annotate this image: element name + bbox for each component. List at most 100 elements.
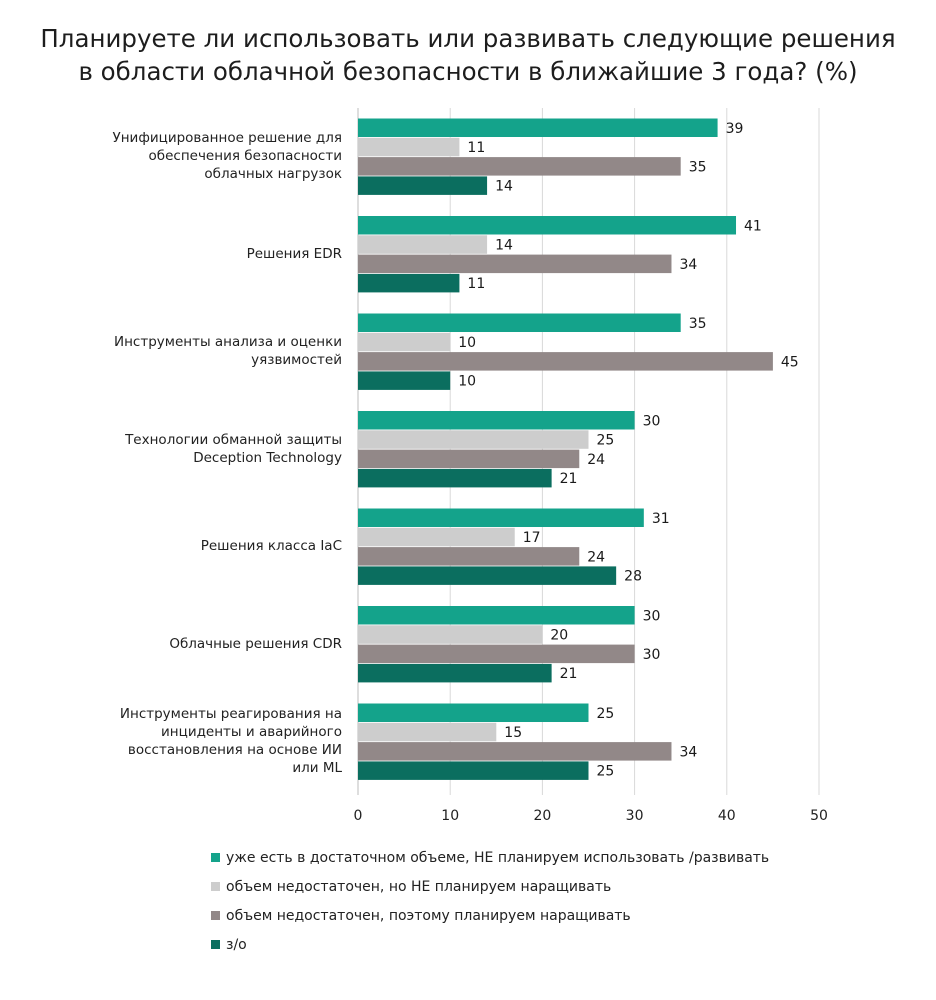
- data-label: 31: [652, 511, 670, 527]
- data-label: 25: [597, 706, 615, 722]
- data-label: 30: [643, 608, 661, 624]
- bar: [358, 644, 635, 664]
- bar: [358, 449, 580, 469]
- bar: [358, 137, 460, 157]
- category-label: Инструменты анализа и оценки уязвимостей: [92, 333, 342, 369]
- bar: [358, 742, 672, 761]
- data-label: 24: [587, 549, 605, 565]
- data-label: 39: [726, 121, 744, 137]
- data-label: 30: [643, 413, 661, 429]
- data-label: 14: [495, 179, 513, 195]
- data-label: 24: [587, 452, 605, 468]
- category-label: Инструменты реагирования на инциденты и а…: [92, 705, 342, 777]
- category-label-line: восстановления на основе ИИ: [127, 742, 342, 759]
- bar: [358, 761, 589, 780]
- x-tick-label: 40: [718, 808, 736, 824]
- legend-label: уже есть в достаточном объеме, НЕ планир…: [226, 849, 770, 866]
- category-label-line: Решения класса IaC: [200, 538, 342, 555]
- category-label: Решения EDR: [92, 245, 342, 263]
- bar: [358, 216, 737, 235]
- data-label: 20: [550, 628, 568, 644]
- bar: [358, 411, 635, 430]
- x-tick-label: 30: [626, 808, 644, 824]
- x-tick-label: 50: [810, 808, 828, 824]
- legend: уже есть в достаточном объеме, НЕ планир…: [211, 848, 769, 964]
- bar: [358, 468, 552, 488]
- data-label: 35: [689, 316, 707, 332]
- data-label: 34: [679, 744, 697, 760]
- category-label-line: Инструменты реагирования на: [119, 706, 342, 723]
- chart-title-line-1: Планируете ли использовать или развивать…: [40, 24, 896, 53]
- category-label-line: Решения EDR: [246, 245, 342, 262]
- legend-item: з/о: [211, 935, 769, 954]
- data-label: 10: [458, 374, 476, 390]
- legend-item: объем недостаточен, поэтому планируем на…: [211, 906, 769, 925]
- bar: [358, 566, 617, 585]
- category-label: Технологии обманной защиты Deception Tech…: [92, 431, 342, 467]
- bar: [358, 118, 718, 137]
- data-label: 14: [495, 238, 513, 254]
- bar: [358, 703, 589, 722]
- legend-item: объем недостаточен, но НЕ планируем нара…: [211, 877, 769, 896]
- data-label: 15: [504, 725, 522, 741]
- data-label: 35: [689, 159, 707, 175]
- category-label: Унифицированное решение для обеспечения б…: [92, 129, 343, 183]
- data-label: 25: [597, 433, 615, 449]
- bar: [358, 332, 451, 352]
- legend-swatch: [211, 853, 220, 862]
- category-label-line: Унифицированное решение для: [112, 130, 343, 147]
- legend-label: объем недостаточен, но НЕ планируем нара…: [226, 878, 612, 895]
- data-label: 45: [781, 354, 799, 370]
- data-label: 11: [467, 276, 485, 292]
- x-tick-label: 0: [354, 808, 363, 824]
- data-label: 21: [560, 666, 578, 682]
- bar: [358, 722, 497, 742]
- category-label-line: облачных нагрузок: [204, 166, 342, 183]
- x-tick-label: 10: [441, 808, 459, 824]
- category-label-line: или ML: [292, 760, 342, 777]
- bar: [358, 273, 460, 293]
- data-label: 41: [744, 218, 762, 234]
- data-label: 17: [523, 530, 541, 546]
- x-tick-label: 20: [533, 808, 551, 824]
- bar: [358, 352, 773, 371]
- bar: [358, 235, 488, 254]
- bar: [358, 527, 515, 547]
- category-label-line: инциденты и аварийного: [161, 724, 342, 741]
- legend-label: з/о: [226, 936, 247, 953]
- chart-title: Планируете ли использовать или развивать…: [0, 22, 936, 88]
- category-label-line: Deception Technology: [193, 449, 342, 466]
- category-label: Решения класса IaC: [92, 537, 342, 555]
- bar: [358, 606, 635, 625]
- bar: [358, 430, 589, 449]
- data-label: 10: [458, 335, 476, 351]
- legend-swatch: [211, 940, 220, 949]
- category-label-line: уязвимостей: [251, 352, 342, 369]
- category-label-line: обеспечения безопасности: [148, 148, 342, 165]
- legend-swatch: [211, 911, 220, 920]
- bar: [358, 508, 644, 527]
- bar: [358, 371, 451, 390]
- bar: [358, 157, 681, 176]
- legend-item: уже есть в достаточном объеме, НЕ планир…: [211, 848, 769, 867]
- chart-title-line-2: в области облачной безопасности в ближай…: [78, 57, 858, 86]
- data-label: 21: [560, 471, 578, 487]
- bar: [358, 176, 488, 195]
- data-label: 11: [467, 140, 485, 156]
- category-label-line: Облачные решения CDR: [169, 635, 342, 652]
- bar: [358, 663, 552, 683]
- category-label-line: Инструменты анализа и оценки: [114, 334, 342, 351]
- legend-swatch: [211, 882, 220, 891]
- data-label: 34: [679, 257, 697, 273]
- bar: [358, 547, 580, 566]
- data-label: 30: [643, 647, 661, 663]
- legend-label: объем недостаточен, поэтому планируем на…: [226, 907, 631, 924]
- category-label: Облачные решения CDR: [92, 635, 342, 653]
- data-label: 25: [597, 764, 615, 780]
- bar: [358, 313, 681, 332]
- bar: [358, 254, 672, 274]
- category-label-line: Технологии обманной защиты: [125, 431, 342, 448]
- data-label: 28: [624, 569, 642, 585]
- bar: [358, 625, 543, 644]
